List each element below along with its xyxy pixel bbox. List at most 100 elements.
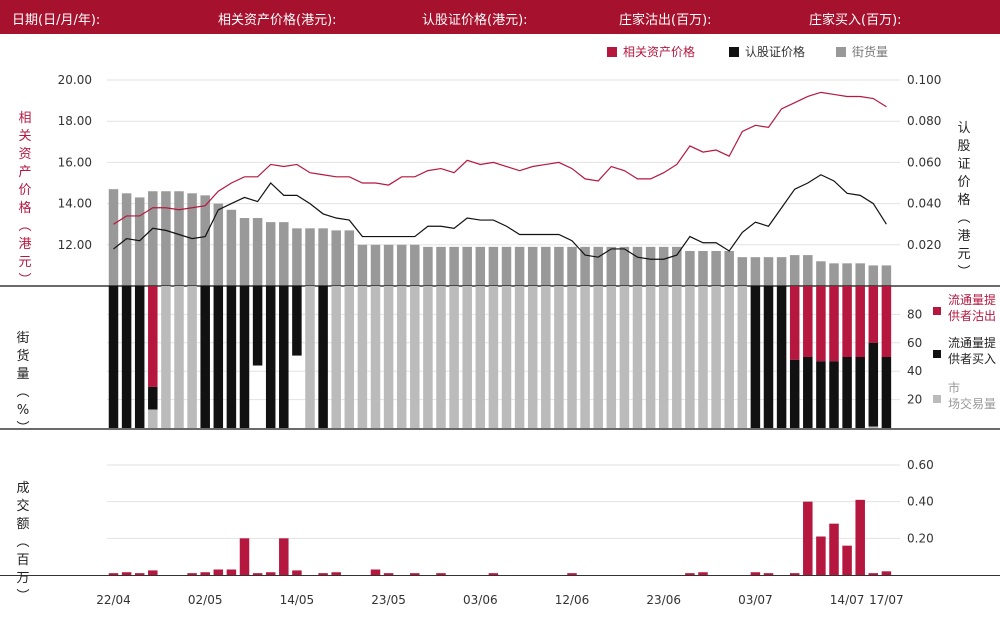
mm-buy-bar [750,286,761,428]
y-left-tick-label: 16.00 [58,155,92,169]
outstanding-bar [292,228,302,286]
y-axis-title-turnover: 成交额 ︵ 百万 ︶ [14,480,32,606]
outstanding-bar [436,246,446,286]
mid-legend-sell-swatch [933,307,941,315]
header-bar: 日期(日/月/年): 相关资产价格(港元): 认股证价格(港元): 庄家沽出(百… [0,0,1000,34]
outstanding-bar [331,230,341,286]
mm-buy-bar [789,359,800,428]
y-bottom-tick-label: 0.40 [907,495,934,509]
header-underlying-label: 相关资产价格(港元): [218,13,337,28]
mid-legend-buy-label: 供者买入 [948,352,996,366]
market-volume-bar [658,286,669,428]
outstanding-bar [645,246,656,286]
turnover-bar [789,573,800,575]
turnover-bar [436,573,446,575]
market-volume-bar [423,286,433,428]
outstanding-bar [698,250,708,286]
mm-buy-bar [148,386,158,410]
y-axis-title-warrant-char: 港 [957,229,971,244]
y-axis-title-outstanding-char: % [16,403,30,418]
y-axis-title-underlying-char: 价 [18,183,32,198]
market-volume-bar [868,426,879,428]
market-volume-bar [488,286,499,428]
outstanding-bar [619,246,630,286]
y-axis-title-underlying-char: 港 [18,237,32,252]
y-axis-title-underlying-char: 产 [18,165,32,180]
turnover-bar [803,501,813,575]
market-volume-bar [449,286,459,428]
outstanding-bar [318,228,328,286]
outstanding-bar [239,218,250,286]
y-axis-title-turnover-char: 额 [16,517,30,532]
underlying-price-line [113,91,887,225]
outstanding-bar [750,257,761,286]
y-right-tick-label: 0.080 [907,114,941,128]
y-axis-title-warrant-char: ︶ [957,265,971,280]
market-volume-bar [370,286,381,428]
y-axis-title-warrant: 认股证价格 ︵ 港元 ︶ [955,120,973,282]
turnover-bar [410,573,420,575]
market-volume-bar [514,286,525,428]
mm-buy-bar [226,286,237,428]
y-bottom-tick-label: 0.20 [907,531,934,545]
market-volume-bar [383,286,394,428]
outstanding-bar [475,246,486,286]
y-axis-title-underlying-char: 格 [18,201,32,216]
x-tick-label: 12/06 [555,593,590,607]
market-volume-bar [619,286,630,428]
legend-label-warrant: 认股证价格 [745,45,806,59]
mid-legend-sell-label: 供者沽出 [948,309,996,323]
outstanding-bar [279,222,289,286]
y-right-tick-label: 0.100 [907,73,941,87]
outstanding-bar [737,257,748,286]
mm-buy-bar [318,286,328,428]
y-axis-title-warrant-char: 认 [957,121,971,136]
market-volume-bar [645,286,656,428]
mm-buy-bar [265,286,276,428]
turnover-bar [331,572,341,575]
market-volume-bar [672,286,682,428]
outstanding-bar [462,246,472,286]
market-volume-bar [554,286,564,428]
market-volume-bar [462,286,472,428]
outstanding-bar [488,246,499,286]
turnover-bar [292,570,302,575]
mm-buy-bar [200,286,210,428]
turnover-bar [383,573,394,575]
legend-item-warrant[interactable]: 认股证价格 [729,43,805,60]
x-tick-label: 03/06 [463,593,498,607]
outstanding-bar [606,246,617,286]
market-volume-bar [580,286,590,428]
mm-sell-bar [803,286,813,357]
mm-buy-bar [829,361,839,428]
legend-swatch-warrant [729,46,739,57]
legend-swatch-underlying [607,46,617,57]
mm-buy-bar [279,286,289,428]
y-axis-title-turnover-char: 成 [16,481,30,496]
outstanding-bar [121,193,132,286]
header-date-label: 日期(日/月/年): [12,13,101,28]
outstanding-bar [344,230,355,286]
turnover-bar [816,536,826,575]
mm-sell-bar [816,286,826,362]
x-tick-label: 14/07 [830,593,865,607]
outstanding-bar [396,244,407,286]
market-volume-bar [606,286,617,428]
mm-sell-bar [842,286,852,357]
header-warrant-label: 认股证价格(港元): [422,13,528,28]
outstanding-bar [200,195,210,286]
mm-sell-bar [881,286,892,357]
outstanding-bar [187,193,197,286]
mm-buy-bar [881,357,892,428]
mm-sell-bar [855,286,865,357]
outstanding-bar [763,257,774,286]
outstanding-bar [803,255,813,286]
x-tick-label: 23/06 [646,593,681,607]
legend-item-underlying[interactable]: 相关资产价格 [607,43,695,60]
outstanding-bar [881,265,892,286]
turnover-bar [134,573,145,575]
outstanding-bar [527,246,538,286]
mid-legend-market-swatch [933,395,941,403]
mm-sell-bar [868,286,879,343]
legend-item-outstanding[interactable]: 街货量 [836,43,888,60]
